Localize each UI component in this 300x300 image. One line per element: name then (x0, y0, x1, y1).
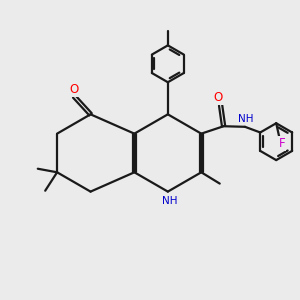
Text: O: O (214, 91, 223, 103)
Text: NH: NH (163, 196, 178, 206)
Text: F: F (279, 137, 286, 150)
Text: NH: NH (238, 114, 254, 124)
Text: O: O (69, 83, 78, 97)
